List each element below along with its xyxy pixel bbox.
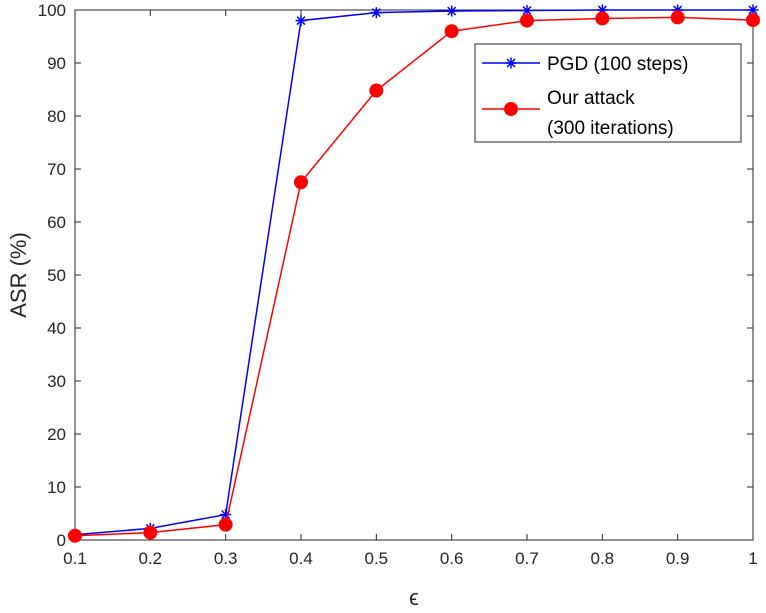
data-point bbox=[595, 11, 610, 26]
y-tick-label: 10 bbox=[47, 478, 66, 497]
y-tick-label: 50 bbox=[47, 266, 66, 285]
data-point bbox=[295, 15, 307, 27]
data-point bbox=[218, 517, 233, 532]
x-tick-label: 0.7 bbox=[515, 549, 539, 568]
y-tick-label: 40 bbox=[47, 319, 66, 338]
axis-tick-labels: 0.1 0.2 0.3 0.4 0.5 0.6 0.7 0.8 0.9 1010203040506… bbox=[38, 1, 758, 568]
legend-label-pgd: PGD (100 steps) bbox=[547, 54, 689, 75]
legend: PGD (100 steps) Our attack (300 iteratio… bbox=[474, 43, 742, 143]
y-tick-label: 20 bbox=[47, 425, 66, 444]
data-point bbox=[444, 24, 459, 39]
x-tick-label: 0.2 bbox=[139, 549, 163, 568]
x-tick-label: 0.6 bbox=[440, 549, 464, 568]
x-tick-label: 0.4 bbox=[289, 549, 313, 568]
data-point bbox=[369, 83, 384, 98]
data-point bbox=[446, 5, 458, 17]
series-1 bbox=[68, 10, 760, 543]
y-tick-label: 90 bbox=[47, 54, 66, 73]
series-line-0 bbox=[74, 9, 753, 536]
legend-marker-ours bbox=[504, 102, 518, 116]
y-tick-label: 80 bbox=[47, 107, 66, 126]
series-layer bbox=[68, 4, 760, 543]
data-point bbox=[670, 10, 685, 25]
x-tick-label: 0.5 bbox=[365, 549, 389, 568]
x-tick-label: 0.1 bbox=[63, 549, 87, 568]
series-line-1 bbox=[74, 16, 754, 537]
x-tick-label: 0.8 bbox=[591, 549, 615, 568]
legend-box bbox=[474, 43, 742, 143]
x-axis-label: ϵ bbox=[409, 585, 419, 610]
legend-label-ours-line1: Our attack bbox=[547, 88, 635, 109]
y-axis-label: ASR (%) bbox=[6, 232, 31, 318]
y-tick-label: 30 bbox=[47, 372, 66, 391]
y-tick-label: 100 bbox=[38, 1, 66, 20]
x-tick-label: 0.3 bbox=[214, 549, 238, 568]
legend-marker-pgd bbox=[505, 57, 517, 69]
y-tick-label: 0 bbox=[57, 531, 66, 550]
x-tick-label: 0.9 bbox=[666, 549, 690, 568]
data-point bbox=[521, 5, 533, 17]
data-point bbox=[68, 528, 82, 543]
x-tick-label: 1 bbox=[748, 549, 757, 568]
data-point bbox=[294, 175, 308, 190]
data-point bbox=[143, 525, 158, 540]
legend-label-ours-line2: (300 iterations) bbox=[547, 118, 674, 139]
y-tick-label: 70 bbox=[47, 160, 66, 179]
y-tick-label: 60 bbox=[47, 213, 66, 232]
data-point bbox=[746, 13, 760, 28]
data-point bbox=[520, 13, 534, 28]
legend-asterisk bbox=[505, 57, 517, 69]
data-point bbox=[370, 7, 382, 19]
